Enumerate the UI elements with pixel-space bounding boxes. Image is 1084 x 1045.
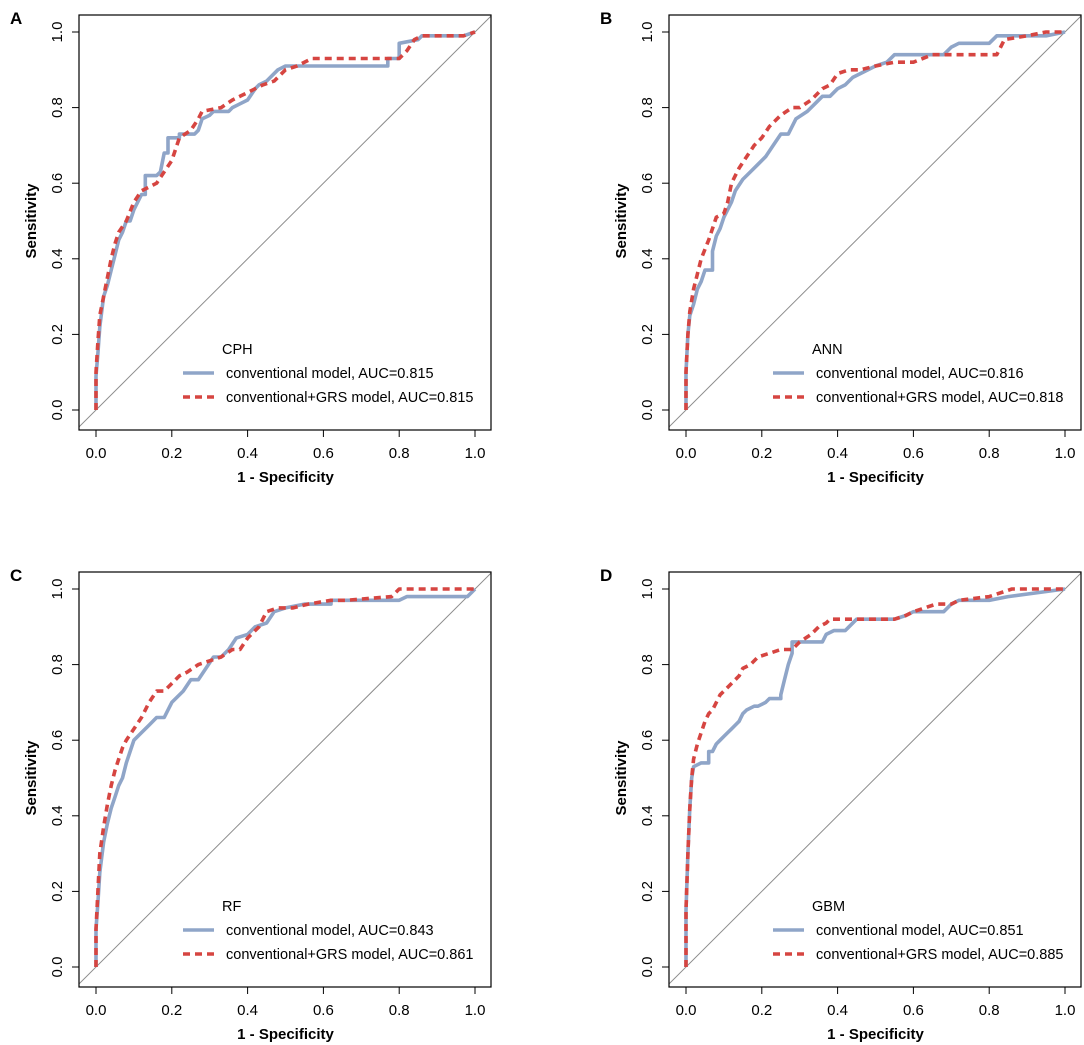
y-tick-label: 0.4: [639, 805, 656, 826]
y-tick-label: 0.0: [49, 957, 66, 978]
roc-curve-conventional: [684, 30, 1066, 410]
y-tick-label: 0.6: [639, 173, 656, 194]
y-tick-label: 0.4: [49, 805, 66, 826]
legend-label: conventional model, AUC=0.843: [226, 923, 434, 939]
x-tick-label: 0.8: [979, 1002, 1000, 1019]
y-tick-label: 0.0: [639, 957, 656, 978]
reference-diagonal: [669, 572, 1081, 985]
x-tick-label: 0.2: [161, 1002, 182, 1019]
legend-title: RF: [222, 899, 241, 915]
y-tick-label: 0.8: [639, 654, 656, 675]
x-tick-label: 0.2: [751, 445, 772, 462]
legend-label: conventional+GRS model, AUC=0.861: [226, 947, 473, 963]
plot-frame: [78, 14, 492, 431]
x-tick-label: 1.0: [465, 445, 486, 462]
x-tick-label: 1.0: [1055, 445, 1076, 462]
legend-label: conventional model, AUC=0.816: [816, 366, 1024, 382]
x-tick-label: 0.6: [313, 1002, 334, 1019]
x-tick-label: 0.6: [903, 445, 924, 462]
reference-diagonal: [669, 15, 1081, 428]
y-tick-label: 0.8: [49, 97, 66, 118]
x-tick-label: 0.4: [827, 1002, 848, 1019]
x-axis-title: 1 - Specificity: [827, 469, 924, 486]
x-tick-label: 0.4: [237, 1002, 258, 1019]
x-axis-title: 1 - Specificity: [827, 1026, 924, 1043]
panel-letter: A: [10, 9, 22, 28]
y-tick-label: 0.6: [49, 173, 66, 194]
y-tick-label: 0.6: [639, 730, 656, 751]
legend-title: GBM: [812, 899, 845, 915]
legend-label: conventional model, AUC=0.815: [226, 366, 434, 382]
y-tick-label: 0.8: [49, 654, 66, 675]
x-tick-label: 1.0: [465, 1002, 486, 1019]
plot-frame: [668, 571, 1082, 988]
y-tick-label: 0.2: [49, 324, 66, 345]
x-axis-title: 1 - Specificity: [237, 1026, 334, 1043]
roc-curve-conventional-grs: [94, 30, 476, 410]
x-tick-label: 0.0: [676, 445, 697, 462]
y-tick-label: 0.8: [639, 97, 656, 118]
panel-letter: D: [600, 566, 612, 585]
y-tick-label: 0.2: [639, 324, 656, 345]
roc-panel-b: B 0.0 0.2 0.4 0.6 0.8 1.0 0.0 0.2 0.4 0.6 0.8 1.0 1 -…: [600, 9, 1082, 486]
y-tick-label: 1.0: [639, 579, 656, 600]
x-tick-label: 0.8: [389, 445, 410, 462]
x-tick-label: 0.6: [313, 445, 334, 462]
y-tick-label: 0.2: [639, 881, 656, 902]
y-tick-label: 0.4: [49, 248, 66, 269]
roc-curve-conventional: [684, 587, 1066, 967]
legend-title: CPH: [222, 342, 253, 358]
y-tick-label: 0.2: [49, 881, 66, 902]
x-tick-label: 0.8: [979, 445, 1000, 462]
x-tick-label: 0.4: [237, 445, 258, 462]
roc-curve-conventional-grs: [684, 587, 1065, 967]
y-tick-label: 1.0: [639, 22, 656, 43]
x-axis-title: 1 - Specificity: [237, 469, 334, 486]
x-tick-label: 0.4: [827, 445, 848, 462]
x-tick-label: 1.0: [1055, 1002, 1076, 1019]
roc-panel-d: D 0.0 0.2 0.4 0.6 0.8 1.0 0.0 0.2 0.4 0.6 0.8 1.0 1 -…: [600, 566, 1082, 1043]
y-axis-title: Sensitivity: [23, 183, 40, 259]
roc-curve-conventional: [94, 30, 476, 410]
x-tick-label: 0.8: [389, 1002, 410, 1019]
legend-label: conventional+GRS model, AUC=0.818: [816, 390, 1063, 406]
y-tick-label: 0.6: [49, 730, 66, 751]
roc-panel-a: A 0.0 0.2 0.4 0.6 0.8 1.0 0.0 0.2 0.4 0.6 0.8 1.0 1 -…: [10, 9, 492, 486]
y-axis-title: Sensitivity: [23, 740, 40, 816]
y-tick-label: 0.0: [639, 400, 656, 421]
plot-frame: [668, 14, 1082, 431]
plot-frame: [78, 571, 492, 988]
y-axis-title: Sensitivity: [613, 740, 630, 816]
roc-panel-c: C 0.0 0.2 0.4 0.6 0.8 1.0 0.0 0.2 0.4 0.6 0.8 1.0 1 -…: [10, 566, 492, 1043]
y-tick-label: 1.0: [49, 579, 66, 600]
x-tick-label: 0.2: [161, 445, 182, 462]
panel-letter: B: [600, 9, 612, 28]
x-tick-label: 0.0: [676, 1002, 697, 1019]
roc-curve-conventional-grs: [94, 587, 475, 967]
legend-label: conventional+GRS model, AUC=0.885: [816, 947, 1063, 963]
x-tick-label: 0.0: [86, 445, 107, 462]
y-tick-label: 0.0: [49, 400, 66, 421]
panel-letter: C: [10, 566, 22, 585]
reference-diagonal: [79, 15, 491, 428]
y-tick-label: 0.4: [639, 248, 656, 269]
y-tick-label: 1.0: [49, 22, 66, 43]
legend-label: conventional+GRS model, AUC=0.815: [226, 390, 473, 406]
x-tick-label: 0.6: [903, 1002, 924, 1019]
roc-curve-conventional-grs: [684, 30, 1065, 410]
y-axis-title: Sensitivity: [613, 183, 630, 259]
x-tick-label: 0.2: [751, 1002, 772, 1019]
legend-title: ANN: [812, 342, 843, 358]
reference-diagonal: [79, 572, 491, 985]
legend-label: conventional model, AUC=0.851: [816, 923, 1024, 939]
x-tick-label: 0.0: [86, 1002, 107, 1019]
